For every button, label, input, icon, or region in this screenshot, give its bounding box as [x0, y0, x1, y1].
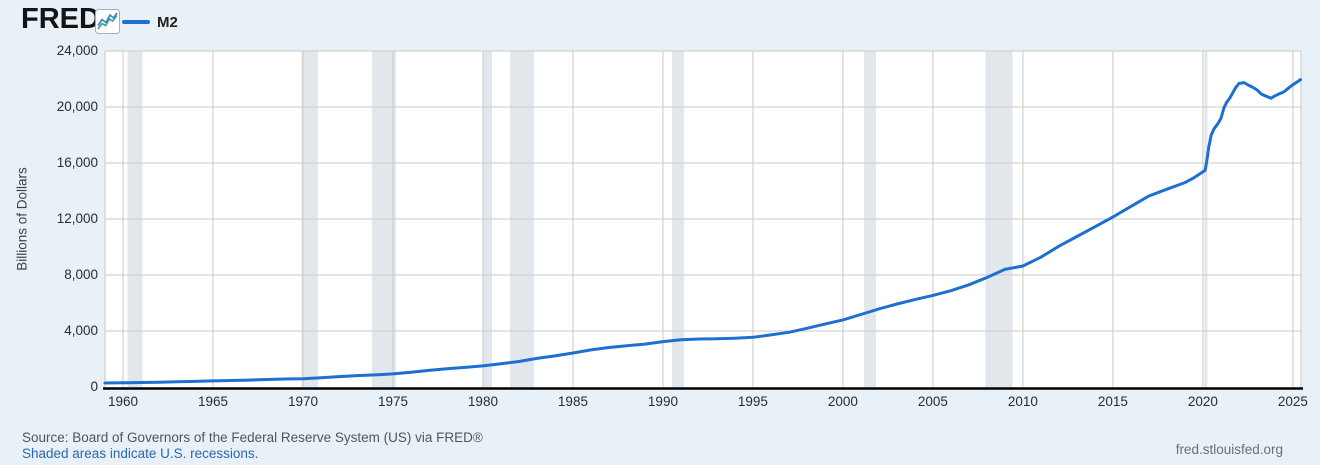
legend-label: M2 [157, 13, 178, 31]
fred-logo-text: FRED [21, 3, 100, 35]
y-axis-tick-label: 4,000 [64, 323, 98, 338]
x-axis-tick-label: 2005 [917, 394, 948, 409]
y-axis-title: Billions of Dollars [14, 167, 30, 271]
x-axis-tick-label: 1985 [557, 394, 588, 409]
x-axis-tick-label: 1995 [737, 394, 768, 409]
x-axis-tick-label: 2020 [1187, 394, 1218, 409]
y-axis-tick-label: 12,000 [56, 211, 98, 226]
x-axis-tick-label: 1960 [107, 394, 138, 409]
x-axis-tick-label: 1970 [287, 394, 318, 409]
y-axis-tick-label: 0 [90, 379, 98, 394]
m2-series-line[interactable] [103, 78, 1302, 385]
legend-line-swatch [122, 20, 150, 24]
y-axis-tick-label: 20,000 [56, 99, 98, 114]
fred-site-url[interactable]: fred.stlouisfed.org [1175, 442, 1283, 457]
y-axis-tick-label: 24,000 [56, 43, 98, 58]
x-axis-tick-label: 2025 [1277, 394, 1308, 409]
source-attribution: Source: Board of Governors of the Federa… [22, 430, 483, 445]
x-axis-tick-label: 1975 [377, 394, 408, 409]
fred-logo-chart-icon [95, 9, 120, 34]
y-axis-tick-label: 8,000 [64, 267, 98, 282]
x-axis-tick-label: 2015 [1097, 394, 1128, 409]
legend-item-m2[interactable]: M2 [122, 10, 178, 34]
recession-note-link[interactable]: Shaded areas indicate U.S. recessions. [22, 446, 259, 461]
x-axis-tick-label: 1965 [197, 394, 228, 409]
x-axis-tick-label: 2010 [1007, 394, 1038, 409]
x-axis-tick-label: 2000 [827, 394, 858, 409]
y-axis-tick-label: 16,000 [56, 155, 98, 170]
x-axis-tick-label: 1980 [467, 394, 498, 409]
x-axis-tick-label: 1990 [647, 394, 678, 409]
